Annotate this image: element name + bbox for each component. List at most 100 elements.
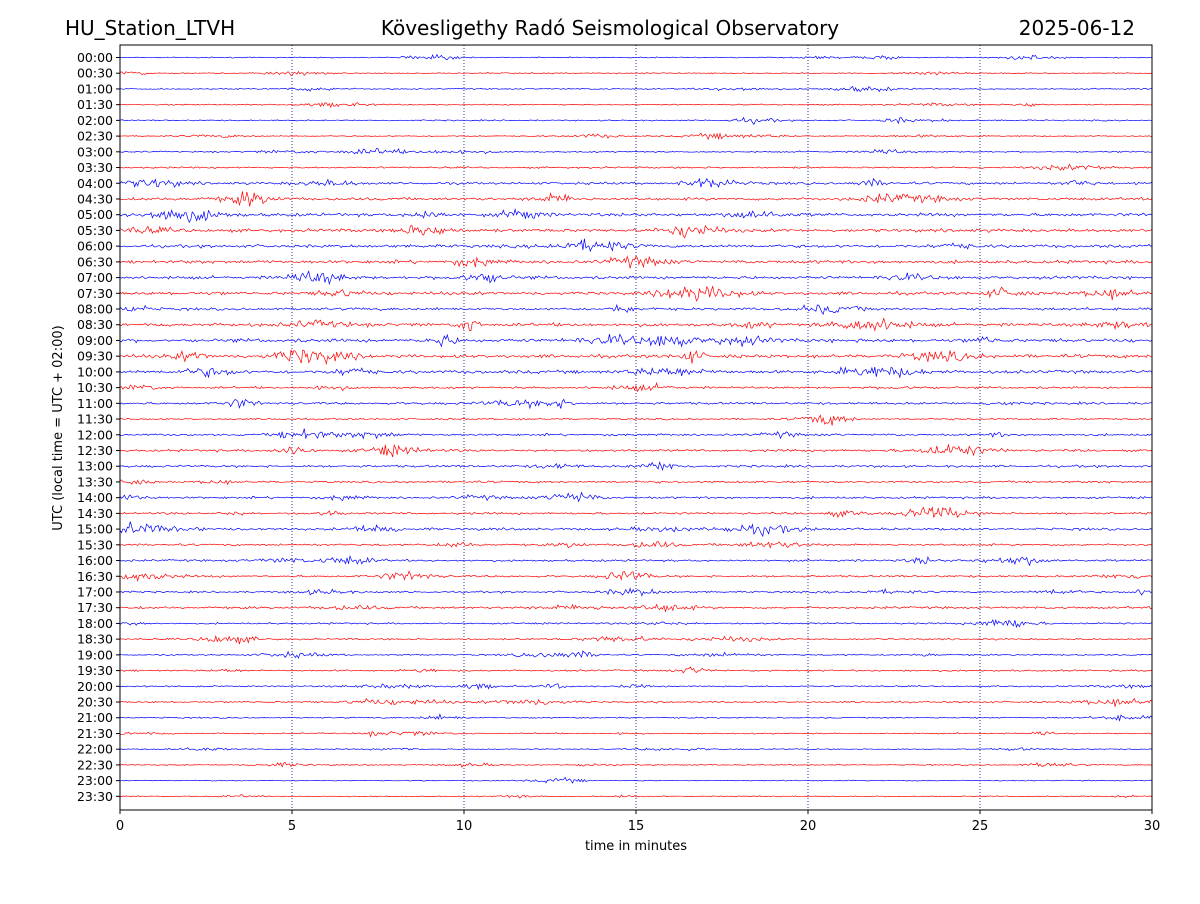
seismogram-trace bbox=[119, 666, 1153, 674]
seismogram-trace bbox=[119, 177, 1153, 188]
y-tick-label: 08:00 bbox=[77, 302, 113, 317]
seismogram-trace bbox=[119, 730, 1153, 738]
seismogram-trace bbox=[119, 603, 1153, 612]
x-tick-label: 15 bbox=[628, 819, 645, 834]
seismogram-trace bbox=[119, 747, 1153, 752]
y-tick-label: 16:00 bbox=[77, 553, 113, 568]
seismogram-trace bbox=[119, 506, 1153, 519]
seismogram-trace bbox=[119, 541, 1153, 549]
seismogram-trace bbox=[119, 191, 1153, 207]
y-tick-label: 14:30 bbox=[77, 506, 113, 521]
y-tick-label: 11:00 bbox=[77, 396, 113, 411]
y-tick-label: 15:00 bbox=[77, 522, 113, 537]
seismogram-trace bbox=[119, 102, 1153, 109]
seismogram-trace bbox=[119, 70, 1153, 76]
y-tick-label: 09:00 bbox=[77, 333, 113, 348]
y-tick-label: 14:00 bbox=[77, 490, 113, 505]
seismogram-trace bbox=[119, 366, 1153, 379]
seismogram-trace bbox=[119, 491, 1153, 503]
y-axis: 00:0000:3001:0001:3002:0002:3003:0003:30… bbox=[77, 50, 120, 804]
y-tick-label: 20:30 bbox=[77, 695, 113, 710]
y-tick-label: 04:00 bbox=[77, 176, 113, 191]
seismogram-trace bbox=[119, 683, 1153, 691]
y-tick-label: 04:30 bbox=[77, 191, 113, 206]
seismogram-trace bbox=[119, 285, 1153, 302]
y-tick-label: 01:00 bbox=[77, 81, 113, 96]
y-tick-label: 18:30 bbox=[77, 632, 113, 647]
seismogram-trace bbox=[119, 208, 1153, 223]
y-tick-label: 06:30 bbox=[77, 254, 113, 269]
y-tick-label: 23:30 bbox=[77, 789, 113, 804]
x-tick-label: 0 bbox=[116, 819, 124, 834]
y-tick-label: 15:30 bbox=[77, 537, 113, 552]
y-tick-label: 09:30 bbox=[77, 349, 113, 364]
seismogram-trace bbox=[119, 116, 1153, 125]
y-tick-label: 19:30 bbox=[77, 663, 113, 678]
y-tick-label: 07:00 bbox=[77, 270, 113, 285]
seismogram-trace bbox=[119, 132, 1153, 141]
seismogram-trace bbox=[119, 238, 1153, 253]
seismogram-trace bbox=[119, 147, 1153, 155]
y-tick-label: 06:00 bbox=[77, 239, 113, 254]
y-tick-label: 19:00 bbox=[77, 647, 113, 662]
seismogram-trace bbox=[119, 461, 1153, 471]
x-tick-label: 20 bbox=[800, 819, 817, 834]
x-tick-label: 10 bbox=[456, 819, 473, 834]
y-tick-label: 05:00 bbox=[77, 207, 113, 222]
date-label: 2025-06-12 bbox=[1019, 16, 1135, 40]
x-tick-label: 30 bbox=[1144, 819, 1161, 834]
y-tick-label: 01:30 bbox=[77, 97, 113, 112]
y-tick-label: 00:00 bbox=[77, 50, 113, 65]
y-tick-label: 13:30 bbox=[77, 474, 113, 489]
seismogram-trace bbox=[119, 634, 1153, 645]
y-tick-label: 21:30 bbox=[77, 726, 113, 741]
y-tick-label: 20:00 bbox=[77, 679, 113, 694]
seismogram-trace bbox=[119, 776, 1153, 784]
seismogram-trace bbox=[119, 163, 1153, 171]
y-tick-label: 03:00 bbox=[77, 144, 113, 159]
y-tick-label: 05:30 bbox=[77, 223, 113, 238]
seismogram-trace bbox=[119, 398, 1153, 410]
x-axis: 0 5 10 15 20 25 30 bbox=[116, 810, 1160, 834]
seismogram-trace bbox=[119, 479, 1153, 486]
x-tick-label: 5 bbox=[288, 819, 296, 834]
y-tick-label: 21:00 bbox=[77, 710, 113, 725]
seismogram-trace bbox=[119, 349, 1153, 366]
seismogram-trace bbox=[119, 794, 1153, 799]
y-tick-label: 17:00 bbox=[77, 584, 113, 599]
seismogram-trace bbox=[119, 650, 1153, 659]
observatory-title: Kövesligethy Radó Seismological Observat… bbox=[381, 16, 839, 40]
y-tick-label: 22:30 bbox=[77, 757, 113, 772]
seismogram-trace bbox=[119, 303, 1153, 315]
seismogram-trace bbox=[119, 333, 1153, 348]
seismogram-trace bbox=[119, 414, 1153, 426]
y-tick-label: 03:30 bbox=[77, 160, 113, 175]
seismogram-trace bbox=[119, 521, 1153, 538]
seismogram-trace bbox=[119, 53, 1153, 60]
seismogram-trace bbox=[119, 587, 1153, 597]
station-label: HU_Station_LTVH bbox=[65, 16, 235, 40]
y-tick-label: 11:30 bbox=[77, 412, 113, 427]
y-axis-label: UTC (local time = UTC + 02:00) bbox=[51, 325, 66, 530]
seismogram-trace bbox=[119, 570, 1153, 582]
seismogram-trace bbox=[119, 381, 1153, 393]
y-tick-label: 16:30 bbox=[77, 569, 113, 584]
y-tick-label: 18:00 bbox=[77, 616, 113, 631]
seismogram-trace bbox=[119, 317, 1153, 332]
seismogram-trace bbox=[119, 85, 1153, 93]
seismogram-trace bbox=[119, 224, 1153, 239]
y-tick-label: 12:30 bbox=[77, 443, 113, 458]
y-tick-label: 17:30 bbox=[77, 600, 113, 615]
trace-layer bbox=[119, 53, 1153, 799]
seismogram-trace bbox=[119, 255, 1153, 269]
seismogram-trace bbox=[119, 270, 1153, 286]
y-tick-label: 07:30 bbox=[77, 286, 113, 301]
y-tick-label: 10:00 bbox=[77, 364, 113, 379]
y-tick-label: 23:00 bbox=[77, 773, 113, 788]
y-tick-label: 12:00 bbox=[77, 427, 113, 442]
seismogram-trace bbox=[119, 443, 1153, 458]
y-tick-label: 22:00 bbox=[77, 742, 113, 757]
x-tick-label: 25 bbox=[972, 819, 989, 834]
